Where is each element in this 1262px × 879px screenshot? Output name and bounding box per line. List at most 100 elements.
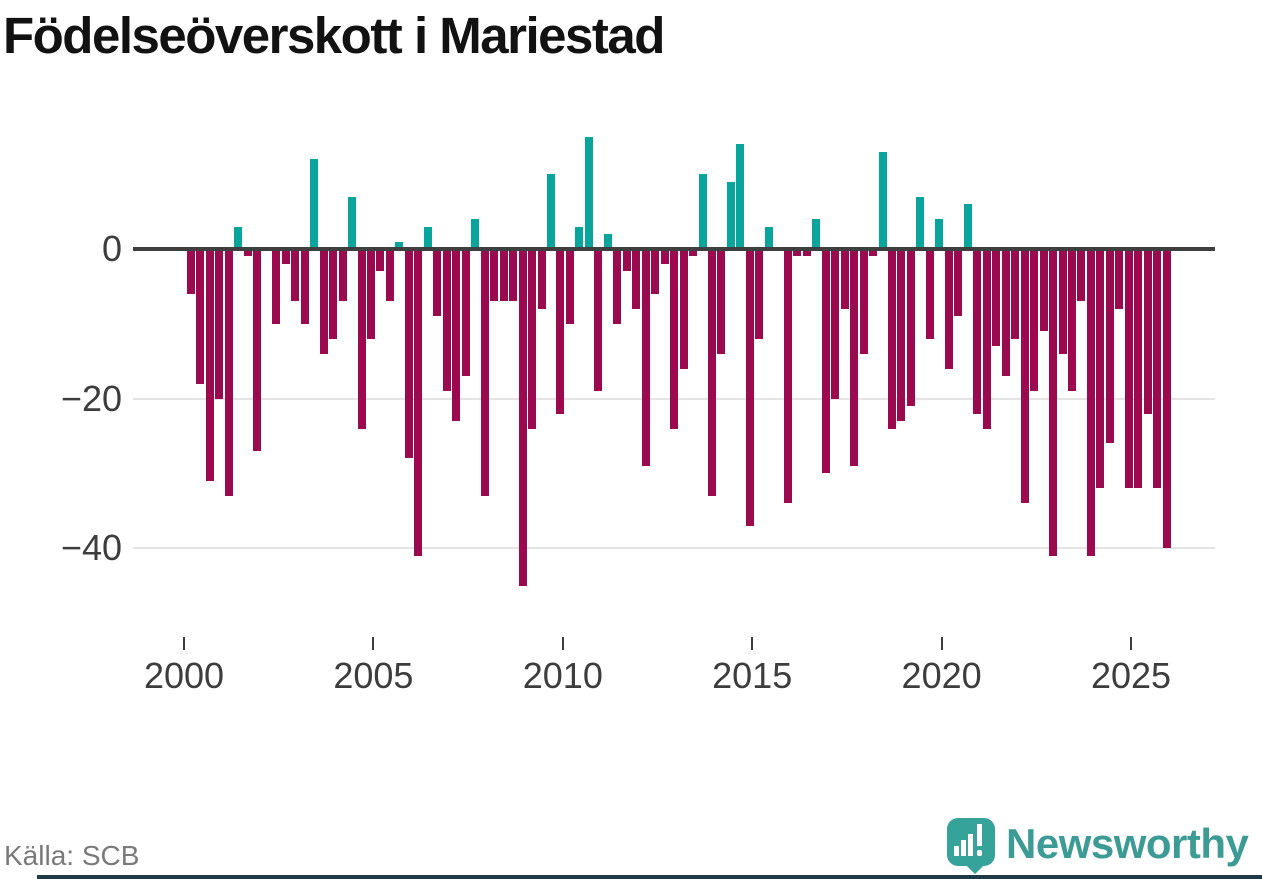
bar-2016-Q2 [802,249,811,257]
bar-2010-Q2 [575,226,584,249]
bar-2011-Q1 [603,234,612,249]
bar-2009-Q2 [537,249,546,309]
bar-2024-Q1 [1096,249,1105,489]
bar-2008-Q3 [509,249,518,302]
bar-2005-Q4 [404,249,413,459]
bar-2013-Q3 [698,174,707,249]
bar-2020-Q2 [954,249,963,317]
bar-2001-Q2 [234,226,243,249]
x-axis-label: 2005 [333,655,414,696]
bar-2009-Q1 [528,249,537,429]
bar-2005-Q2 [385,249,394,302]
bar-2003-Q4 [329,249,338,339]
bar-2001-Q4 [253,249,262,451]
bar-2004-Q4 [366,249,375,339]
bar-2025-Q4 [1162,249,1171,549]
bar-2018-Q1 [869,249,878,257]
source-text: Källa: SCB [4,840,140,871]
x-axis-tick-2010 [561,637,564,650]
bar-2023-Q2 [1067,249,1076,392]
bar-2010-Q4 [594,249,603,392]
bar-2022-Q4 [1049,249,1058,556]
bar-2022-Q3 [1039,249,1048,332]
bar-2010-Q1 [565,249,574,324]
bar-2007-Q4 [480,249,489,496]
bar-2004-Q3 [357,249,366,429]
bar-2001-Q1 [224,249,233,496]
bar-2008-Q2 [499,249,508,302]
bar-2014-Q1 [717,249,726,354]
bar-2003-Q1 [300,249,309,324]
bar-2001-Q3 [243,249,252,257]
bar-2021-Q2 [992,249,1001,347]
bar-2002-Q2 [272,249,281,324]
bar-2011-Q2 [613,249,622,324]
bar-2015-Q2 [764,226,773,249]
bar-2025-Q3 [1153,249,1162,489]
bar-2009-Q3 [546,174,555,249]
bar-2013-Q2 [689,249,698,257]
bar-2005-Q1 [376,249,385,272]
y-axis-label: −40 [60,527,122,569]
bar-2022-Q1 [1020,249,1029,504]
bar-2024-Q4 [1124,249,1133,489]
bar-2011-Q4 [632,249,641,309]
bar-2018-Q3 [888,249,896,429]
bar-2010-Q3 [584,136,593,249]
bar-2002-Q4 [291,249,300,302]
bar-2007-Q2 [461,249,470,377]
logo-exclamation-icon [977,850,982,856]
bar-2011-Q3 [622,249,631,272]
bar-2004-Q1 [338,249,347,302]
x-axis-tick-2015 [751,637,754,650]
bar-2005-Q3 [395,241,404,249]
bar-2017-Q2 [840,249,849,309]
bar-2012-Q2 [651,249,660,294]
bar-2002-Q3 [281,249,290,264]
bar-2008-Q4 [518,249,527,586]
y-axis-label: −20 [60,377,122,419]
bar-2014-Q2 [726,181,735,249]
bar-2021-Q4 [1011,249,1020,339]
x-axis-tick-2000 [183,637,185,650]
bar-2015-Q1 [755,249,764,339]
logo-bar-chart-icon [968,834,973,856]
bar-2023-Q1 [1058,249,1067,354]
bar-2018-Q2 [878,151,887,249]
bar-2022-Q2 [1030,249,1039,392]
bar-2016-Q3 [812,219,821,249]
bar-2007-Q1 [452,249,461,422]
bar-2017-Q1 [831,249,840,399]
bar-2020-Q4 [973,249,982,414]
x-axis-tick-2020 [940,637,943,650]
bar-2021-Q1 [982,249,991,429]
bar-2023-Q4 [1086,249,1095,556]
bar-2006-Q4 [442,249,451,392]
x-axis-label: 2010 [522,655,603,696]
logo-exclamation-icon [977,824,982,846]
bar-2000-Q1 [187,249,195,294]
bar-2020-Q1 [944,249,953,369]
bar-2024-Q2 [1105,249,1114,444]
x-axis-tick-2025 [1130,637,1132,650]
footer-strip [37,875,1262,879]
bar-2019-Q3 [925,249,934,339]
bar-2020-Q3 [963,204,972,249]
bar-2017-Q3 [850,249,859,466]
bar-2014-Q3 [736,144,745,249]
bar-2024-Q3 [1115,249,1124,309]
bar-2019-Q2 [916,196,925,249]
bar-2009-Q4 [556,249,565,414]
bar-2003-Q3 [319,249,328,354]
x-axis-label: 2015 [712,655,793,696]
bar-2000-Q3 [205,249,214,481]
newsworthy-logo-text: Newsworthy [1006,820,1249,867]
bar-2006-Q1 [414,249,423,556]
bar-2021-Q3 [1001,249,1010,377]
chart-title: Födelseöverskott i Mariestad [3,7,665,64]
y-axis-label: 0 [101,228,122,269]
bar-2006-Q2 [423,226,432,249]
bar-2000-Q2 [196,249,205,384]
gridline-y-40 [133,547,1215,550]
bar-2014-Q4 [745,249,754,526]
